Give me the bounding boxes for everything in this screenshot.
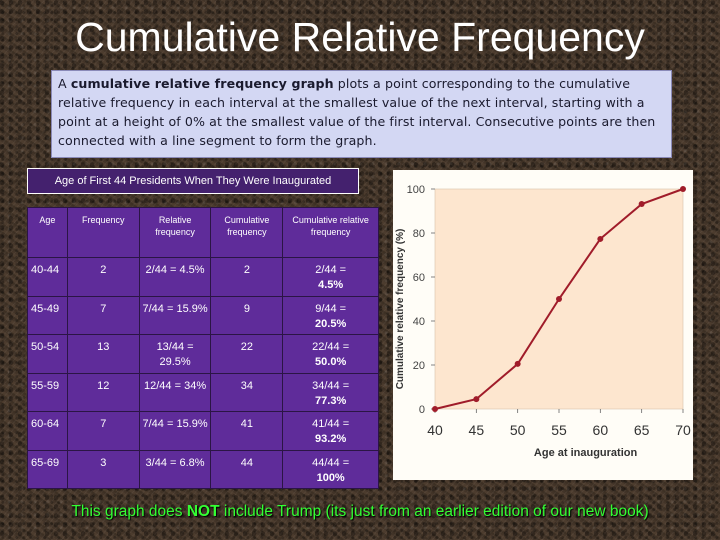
cell-relative: 7/44 = 15.9% <box>138 295 212 335</box>
x-tick-label: 40 <box>427 422 443 438</box>
cell-relative: 7/44 = 15.9% <box>138 411 212 451</box>
cell-cumulative: 34 <box>210 372 284 412</box>
data-point <box>514 360 521 367</box>
cell-age: 60-64 <box>27 411 68 451</box>
cum-rel-fraction: 41/44 = <box>312 418 350 430</box>
data-point <box>432 406 438 412</box>
data-point <box>473 396 480 403</box>
cum-rel-percent: 20.5% <box>315 317 347 330</box>
description-term: cumulative relative frequency graph <box>70 76 334 91</box>
cell-relative: 2/44 = 4.5% <box>138 257 212 297</box>
cum-rel-percent: 50.0% <box>315 356 347 368</box>
frequency-table: Age Frequency Relative frequency Cumulat… <box>27 207 379 489</box>
cell-frequency: 12 <box>66 372 140 412</box>
y-tick-label: 0 <box>419 404 425 416</box>
cum-rel-percent: 100% <box>316 471 345 484</box>
header-frequency: Frequency <box>66 207 140 258</box>
y-tick-label: 80 <box>413 228 425 240</box>
cell-relative: 13/44 = 29.5% <box>138 334 212 374</box>
data-point <box>638 200 645 207</box>
x-tick-label: 50 <box>510 422 526 438</box>
cell-relative: 3/44 = 6.8% <box>138 449 212 489</box>
cell-frequency: 2 <box>66 257 140 297</box>
cell-cumulative: 9 <box>210 295 284 335</box>
footer-note: This graph does NOT include Trump (its j… <box>0 503 720 521</box>
cell-frequency: 13 <box>66 334 140 374</box>
description-rest: plots a point corresponding to the cumul… <box>58 76 656 148</box>
table-row: 50-54 13 13/44 = 29.5% 22 22/44 = 50.0% <box>27 334 379 374</box>
header-relative-frequency: Relative frequency <box>138 207 212 258</box>
cell-cumulative-relative: 44/44 = 100% <box>282 449 379 489</box>
cell-age: 55-59 <box>27 372 68 412</box>
y-axis-label: Cumulative relative frequency (%) <box>395 229 406 390</box>
x-tick-label: 55 <box>551 422 567 438</box>
data-point <box>556 296 562 302</box>
cell-cumulative-relative: 41/44 = 93.2% <box>282 411 379 451</box>
table-row: 45-49 7 7/44 = 15.9% 9 9/44 = 20.5% <box>27 295 379 335</box>
cum-rel-fraction: 22/44 = <box>312 341 350 353</box>
cell-cumulative: 41 <box>210 411 284 451</box>
x-tick-label: 65 <box>634 422 650 438</box>
y-tick-label: 100 <box>407 184 425 196</box>
cum-rel-percent: 77.3% <box>315 394 347 407</box>
cell-age: 50-54 <box>27 334 68 374</box>
description-box: A cumulative relative frequency graph pl… <box>51 70 672 158</box>
header-age: Age <box>27 207 68 258</box>
table-row: 55-59 12 12/44 = 34% 34 34/44 = 77.3% <box>27 372 379 412</box>
table-header-row: Age Frequency Relative frequency Cumulat… <box>27 207 379 258</box>
footer-emphasis: NOT <box>186 503 220 520</box>
cum-rel-fraction: 9/44 = <box>315 302 347 315</box>
table-caption: Age of First 44 Presidents When They Wer… <box>27 168 359 194</box>
cell-frequency: 7 <box>66 295 140 335</box>
cell-cumulative-relative: 9/44 = 20.5% <box>282 295 379 335</box>
cum-rel-fraction: 2/44 = <box>315 264 347 276</box>
data-point <box>680 186 686 192</box>
table-row: 60-64 7 7/44 = 15.9% 41 41/44 = 93.2% <box>27 411 379 451</box>
cell-relative: 12/44 = 34% <box>138 372 212 412</box>
cell-age: 45-49 <box>27 295 68 335</box>
table-row: 65-69 3 3/44 = 6.8% 44 44/44 = 100% <box>27 449 379 489</box>
footer-after: include Trump (its just from an earlier … <box>219 503 649 520</box>
cum-rel-fraction: 44/44 = <box>312 456 350 469</box>
x-tick-label: 60 <box>593 422 609 438</box>
x-tick-label: 70 <box>675 422 691 438</box>
cell-cumulative: 2 <box>210 257 284 297</box>
cell-frequency: 3 <box>66 449 140 489</box>
description-intro: A <box>58 76 71 91</box>
data-point <box>597 235 604 242</box>
cum-rel-fraction: 34/44 = <box>312 379 350 392</box>
slide-title: Cumulative Relative Frequency <box>75 14 645 60</box>
cell-cumulative-relative: 34/44 = 77.3% <box>282 372 379 412</box>
cell-frequency: 7 <box>66 411 140 451</box>
y-tick-label: 20 <box>413 360 425 372</box>
table-row: 40-44 2 2/44 = 4.5% 2 2/44 = 4.5% <box>27 257 379 297</box>
cell-age: 65-69 <box>27 449 68 489</box>
header-cumulative-frequency: Cumulative frequency <box>210 207 284 258</box>
cum-rel-percent: 4.5% <box>318 279 344 291</box>
y-tick-label: 40 <box>413 316 425 328</box>
cell-cumulative: 44 <box>210 449 284 489</box>
x-axis-label: Age at inauguration <box>534 447 638 459</box>
cell-age: 40-44 <box>27 257 68 297</box>
cell-cumulative-relative: 22/44 = 50.0% <box>282 334 379 374</box>
x-tick-label: 45 <box>469 422 485 438</box>
cumulative-frequency-chart: 0 20 40 60 80 100 40 45 50 55 60 65 70 Age at inaugur… <box>395 184 691 459</box>
y-tick-label: 60 <box>413 272 425 284</box>
cell-cumulative: 22 <box>210 334 284 374</box>
cell-cumulative-relative: 2/44 = 4.5% <box>282 257 379 297</box>
cum-rel-percent: 93.2% <box>315 433 347 445</box>
header-cumulative-relative-frequency: Cumulative relative frequency <box>282 207 379 258</box>
footer-before: This graph does <box>71 503 187 520</box>
chart-panel: 0 20 40 60 80 100 40 45 50 55 60 65 70 Age at inaugur… <box>393 170 693 480</box>
